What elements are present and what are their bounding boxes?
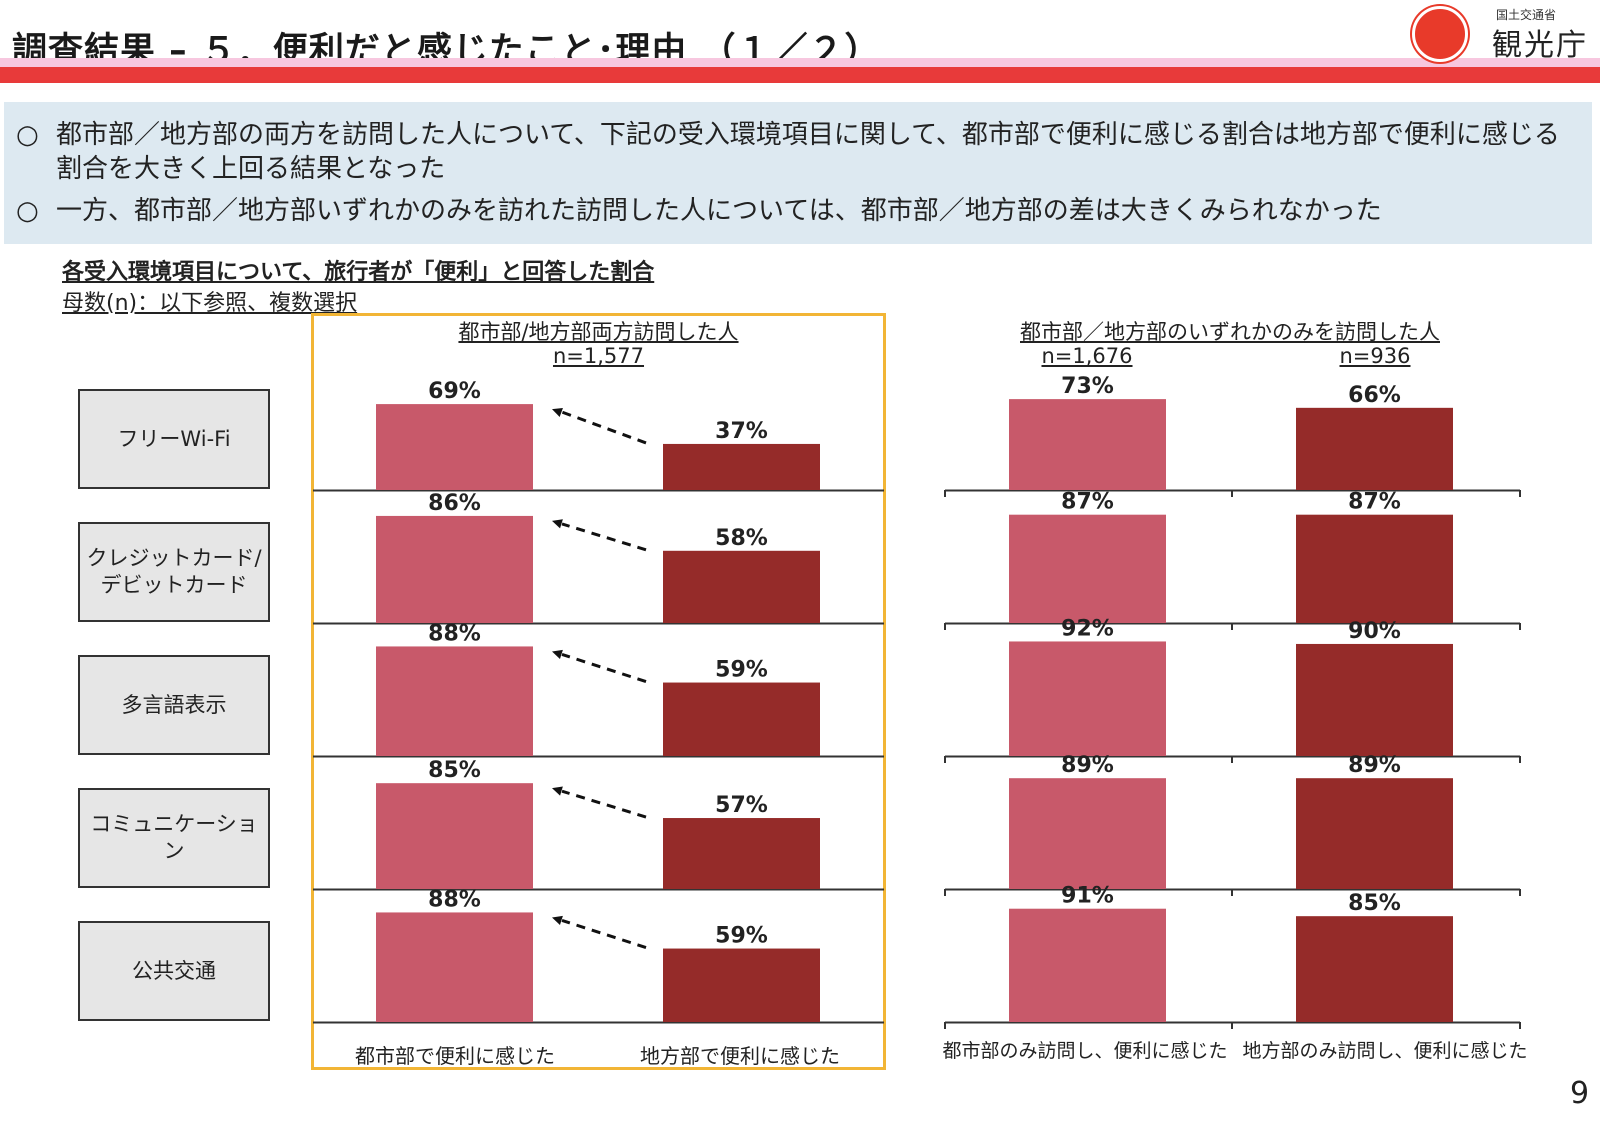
bullet-circle-icon: ○ xyxy=(16,196,39,226)
arrow-head-icon xyxy=(552,649,563,660)
data-label: 57% xyxy=(715,793,768,818)
group-both-n: n=1,577 xyxy=(552,344,645,368)
bar xyxy=(1296,643,1453,756)
bar xyxy=(376,783,533,889)
data-label: 85% xyxy=(1348,891,1401,916)
bar xyxy=(376,404,533,490)
arrow-head-icon xyxy=(552,408,563,418)
data-label: 66% xyxy=(1348,383,1401,408)
summary-line-2: 一方、都市部／地方部いずれかのみを訪れた訪問した人については、都市部／地方部の差… xyxy=(56,196,1382,226)
bar xyxy=(663,443,820,490)
summary-bullet-1: ○ 都市部／地方部の両方を訪問した人について、下記の受入環境項目に関して、都市部で… xyxy=(16,118,1560,152)
logo-agency: 観光庁 xyxy=(1492,28,1588,63)
chart-subtitle: 母数(n)：以下参照、複数選択 xyxy=(62,291,358,316)
bar xyxy=(376,646,533,756)
data-label: 69% xyxy=(428,379,481,404)
bar xyxy=(376,912,533,1022)
highlight-frame xyxy=(311,313,886,1070)
bar xyxy=(1296,778,1453,889)
data-label: 87% xyxy=(1061,490,1114,515)
bar xyxy=(663,550,820,623)
group-either-title: 都市部／地方部のいずれかのみを訪問した人 xyxy=(1020,320,1440,344)
data-label: 37% xyxy=(715,419,768,444)
x-label-either-city: 都市部のみ訪問し、便利に感じた xyxy=(942,1040,1228,1062)
bar xyxy=(1296,514,1453,623)
data-label: 89% xyxy=(1061,753,1114,778)
data-label: 90% xyxy=(1348,619,1401,644)
chart-title: 各受入環境項目について、旅行者が「便利」と回答した割合 xyxy=(62,260,655,285)
bar xyxy=(376,515,533,623)
logo-icon xyxy=(1412,6,1468,62)
data-label: 89% xyxy=(1348,753,1401,778)
x-label-either-rural: 地方部のみ訪問し、便利に感じた xyxy=(1242,1040,1528,1062)
header-band-pink xyxy=(0,58,1600,67)
bar xyxy=(663,818,820,889)
data-label: 87% xyxy=(1348,490,1401,515)
group-either-n-city: n=1,676 xyxy=(1041,344,1133,368)
data-label: 91% xyxy=(1061,884,1114,909)
bar xyxy=(1009,908,1166,1022)
arrow-line xyxy=(561,410,647,445)
arrow-line xyxy=(561,919,647,949)
bullet-circle-icon: ○ xyxy=(16,120,39,150)
data-label: 73% xyxy=(1061,374,1114,399)
data-label: 88% xyxy=(428,621,481,646)
group-either-n-rural: n=936 xyxy=(1339,344,1411,368)
arrow-head-icon xyxy=(552,786,563,796)
category-box: 多言語表示 xyxy=(78,655,270,755)
bar xyxy=(663,948,820,1022)
data-label: 58% xyxy=(715,526,768,551)
summary-line-1b: 割合を大きく上回る結果となった xyxy=(56,154,446,184)
bar xyxy=(1296,407,1453,490)
arrow-line xyxy=(561,653,647,683)
category-box: クレジットカード/ デビットカード xyxy=(78,522,270,622)
arrow-head-icon xyxy=(552,915,563,926)
group-both-title: 都市部/地方部両方訪問した人 xyxy=(458,320,739,344)
data-label: 88% xyxy=(428,887,481,912)
data-label: 86% xyxy=(428,491,481,516)
category-box: コミュニケーション xyxy=(78,788,270,888)
arrow-line xyxy=(561,522,647,552)
bar xyxy=(1296,916,1453,1022)
data-label: 59% xyxy=(715,924,768,949)
arrow-line xyxy=(561,789,647,819)
data-label: 59% xyxy=(715,658,768,683)
header-band-red xyxy=(0,67,1600,83)
summary-box: ○ 都市部／地方部の両方を訪問した人について、下記の受入環境項目に関して、都市部で… xyxy=(4,102,1592,244)
bar xyxy=(1009,778,1166,889)
page-number: 9 xyxy=(1570,1076,1590,1111)
logo-ministry: 国土交通省 xyxy=(1496,8,1557,22)
bar xyxy=(1009,399,1166,490)
summary-line-1: 都市部／地方部の両方を訪問した人について、下記の受入環境項目に関して、都市部で便… xyxy=(56,120,1560,150)
bar xyxy=(1009,514,1166,623)
data-label: 92% xyxy=(1061,616,1114,641)
category-box: 公共交通 xyxy=(78,921,270,1021)
bar xyxy=(663,682,820,756)
data-label: 85% xyxy=(428,758,481,783)
x-label-both-rural: 地方部で便利に感じた xyxy=(640,1044,840,1068)
bar xyxy=(1009,641,1166,756)
category-box: フリーWi-Fi xyxy=(78,389,270,489)
x-label-both-city: 都市部で便利に感じた xyxy=(355,1044,555,1068)
arrow-head-icon xyxy=(552,519,563,529)
summary-bullet-2: ○ 一方、都市部／地方部いずれかのみを訪れた訪問した人については、都市部／地方部の… xyxy=(16,194,1382,228)
